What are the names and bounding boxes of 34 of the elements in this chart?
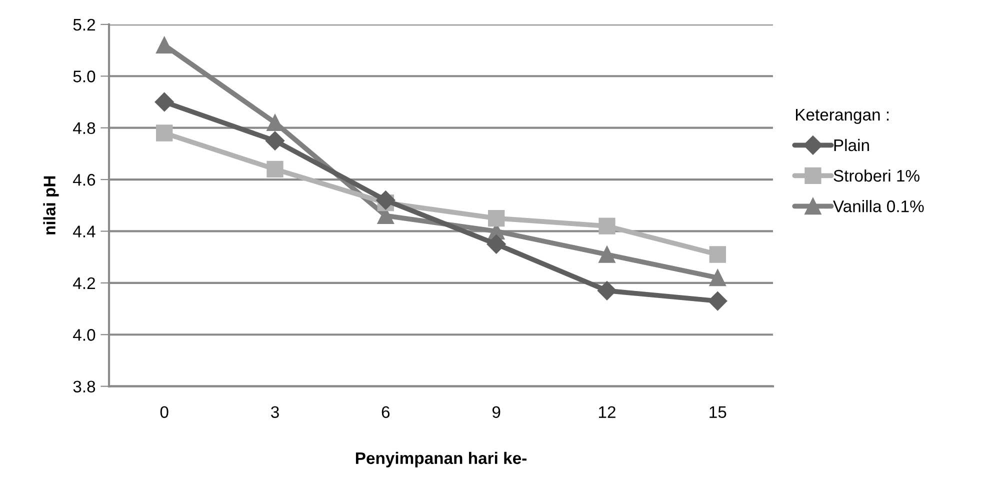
point	[266, 160, 284, 178]
legend-label: Stroberi 1%	[834, 169, 920, 182]
point	[156, 124, 173, 142]
point	[708, 291, 728, 311]
point	[486, 234, 506, 254]
x-tick-label: 0	[160, 406, 168, 418]
y-tick-label: 3.8	[73, 380, 96, 393]
y-tick-label: 4.0	[73, 329, 96, 341]
legend-title: Keterangan :	[796, 108, 889, 124]
y-axis-title: nilai pH	[43, 176, 59, 234]
point	[709, 269, 726, 286]
y-tick-label: 5.2	[73, 18, 95, 31]
y-tick-label: 5.0	[73, 70, 96, 82]
point	[156, 36, 173, 54]
point	[488, 210, 505, 227]
y-tick-label: 4.4	[73, 226, 96, 238]
y-tick-label: 4.6	[73, 174, 96, 186]
x-tick-label: 6	[382, 406, 390, 418]
point	[376, 190, 396, 210]
point	[597, 281, 617, 300]
point	[709, 246, 726, 263]
point	[154, 92, 174, 112]
x-tick-label: 12	[598, 406, 616, 418]
point	[598, 218, 616, 234]
x-tick-label: 3	[271, 406, 279, 418]
x-axis-title: Penyimpanan hari ke-	[356, 452, 526, 468]
point	[598, 246, 616, 263]
legend-label: Vanilla 0.1%	[833, 200, 924, 212]
point	[265, 131, 285, 150]
x-tick-label: 15	[710, 406, 726, 418]
y-tick-label: 4.2	[73, 277, 95, 289]
legend-label: Plain	[834, 138, 869, 152]
y-tick-label: 4.8	[73, 122, 96, 134]
x-tick-label: 9	[492, 406, 500, 418]
